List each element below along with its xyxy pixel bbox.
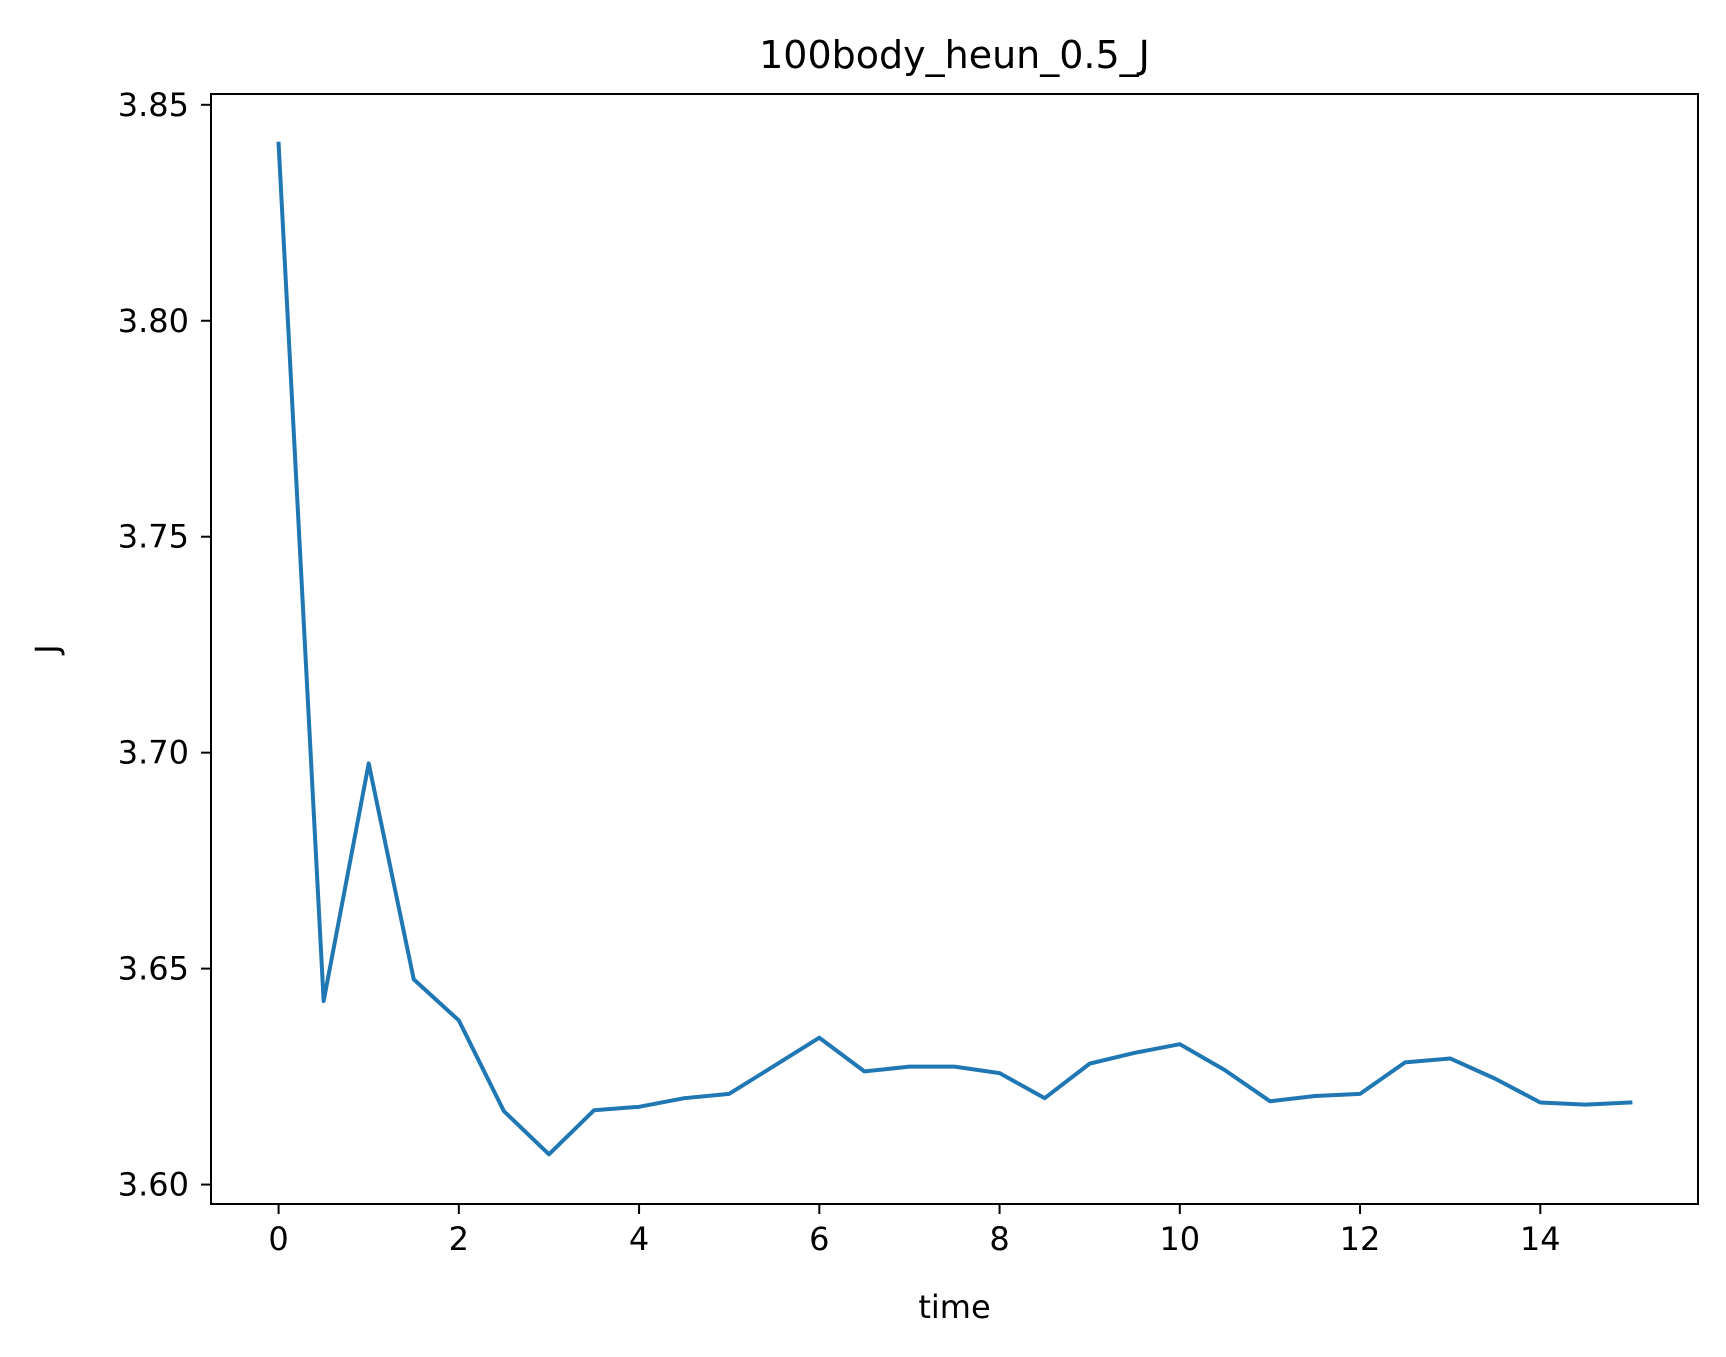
y-axis-title: J [28,644,66,655]
x-tick-label: 0 [268,1220,288,1258]
y-tick-label: 3.80 [118,302,189,340]
series-line-0 [276,141,1633,1157]
y-tick-label: 3.70 [118,734,189,772]
y-tick-label: 3.85 [118,86,189,124]
axes-frame [210,93,1699,1205]
x-tick-label: 2 [449,1220,469,1258]
x-tick-label: 8 [989,1220,1009,1258]
plot-area [211,94,1698,1204]
y-tick-label: 3.65 [118,950,189,988]
y-axis-ticks: 3.60 3.65 3.70 3.75 3.80 3.85 [118,86,211,1204]
chart-title: 100body_heun_0.5_J [759,33,1150,77]
x-tick-label: 6 [809,1220,829,1258]
y-tick-label: 3.60 [118,1166,189,1204]
x-axis-title: time [918,1288,990,1326]
x-axis-ticks: 0 2 4 6 8 10 12 14 [268,1204,1561,1258]
series-layer [276,141,1633,1157]
x-tick-label: 4 [629,1220,649,1258]
x-tick-label: 14 [1520,1220,1561,1258]
x-tick-label: 12 [1340,1220,1381,1258]
y-tick-label: 3.75 [118,518,189,556]
x-tick-label: 10 [1159,1220,1200,1258]
